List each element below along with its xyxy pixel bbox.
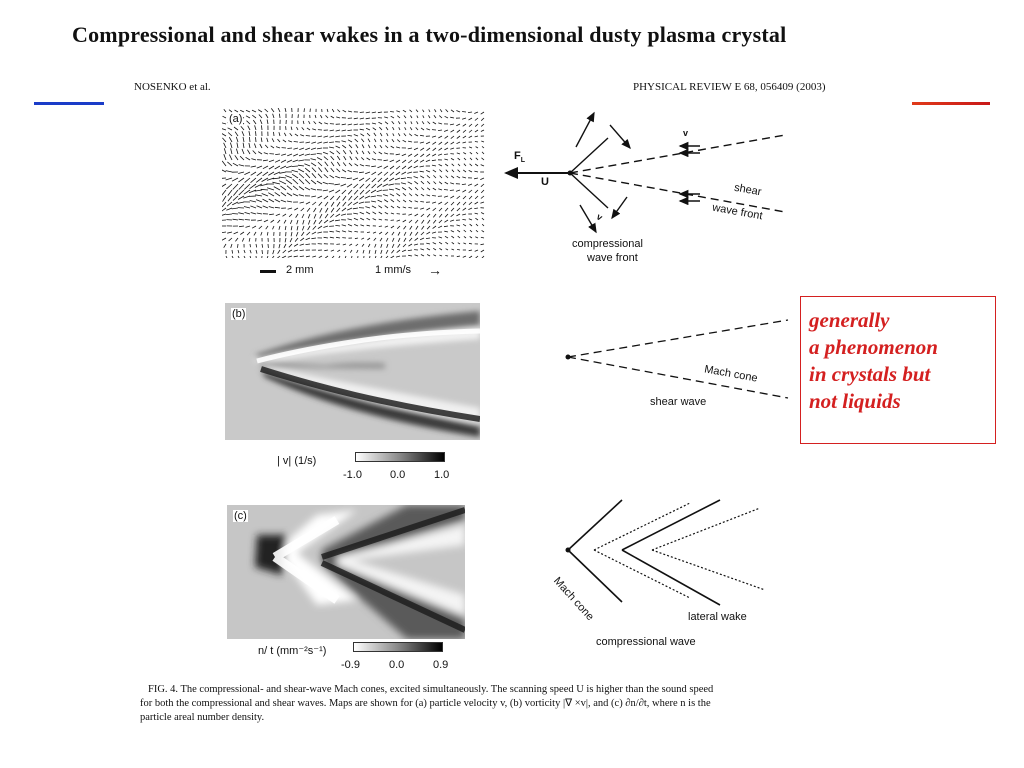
caption-line: for both the compressional and shear wav… bbox=[140, 698, 711, 709]
accent-rule-left bbox=[34, 102, 104, 105]
paper-authors: NOSENKO et al. bbox=[134, 81, 211, 93]
caption-line: particle areal number density. bbox=[140, 712, 265, 723]
caption-line: FIG. 4. The compressional- and shear-wav… bbox=[148, 684, 714, 695]
panel-b-label: (b) bbox=[231, 308, 247, 320]
diagram-c-schematic bbox=[565, 499, 766, 606]
velocity-field-map: (a) bbox=[222, 108, 490, 258]
callout-line: in crystals but bbox=[809, 362, 931, 386]
accent-rule-right bbox=[912, 102, 990, 105]
callout-line: not liquids bbox=[809, 389, 901, 413]
compressional-front-lower bbox=[569, 172, 609, 209]
vorticity-map: (b) bbox=[225, 303, 480, 440]
density-colorbar-label: n/ t (mm⁻²s⁻¹) bbox=[258, 645, 327, 657]
compressional-front-upper bbox=[569, 137, 609, 174]
shear-wave-label: shear wave bbox=[650, 396, 707, 408]
diagram-b-schematic bbox=[565, 319, 789, 399]
vorticity-tick-mid: 0.0 bbox=[390, 469, 406, 481]
vorticity-colorbar bbox=[355, 452, 445, 462]
paper-title: Compressional and shear wakes in a two-d… bbox=[72, 22, 787, 47]
density-tick-max: 0.9 bbox=[433, 659, 449, 671]
density-wake-image bbox=[255, 505, 465, 639]
lateral-wake-label: lateral wake bbox=[688, 611, 747, 623]
density-tick-mid: 0.0 bbox=[389, 659, 405, 671]
density-tick-min: -0.9 bbox=[341, 659, 360, 671]
callout-line: a phenomenon bbox=[809, 335, 938, 359]
vorticity-tick-max: 1.0 bbox=[434, 469, 450, 481]
force-label: FL bbox=[514, 150, 526, 165]
shear-velocity-label-top: v bbox=[683, 128, 689, 138]
panel-c-label: (c) bbox=[233, 510, 248, 522]
compressional-label: compressional bbox=[572, 238, 643, 250]
shear-front-lower bbox=[569, 172, 786, 213]
vorticity-wake-image bbox=[253, 311, 480, 437]
callout-line: generally bbox=[809, 308, 890, 332]
speed-label: U bbox=[541, 176, 549, 188]
length-scale-bar bbox=[260, 270, 276, 273]
panel-a-label: (a) bbox=[228, 113, 244, 125]
velocity-scale-arrow-icon: → bbox=[428, 262, 442, 278]
density-colorbar bbox=[353, 642, 443, 652]
velocity-scale-label: 1 mm/s bbox=[375, 264, 412, 276]
compressional-wave-label: compressional wave bbox=[596, 636, 696, 648]
vorticity-tick-min: -1.0 bbox=[343, 469, 362, 481]
figure-caption: FIG. 4. The compressional- and shear-wav… bbox=[140, 683, 875, 725]
diagram-a-schematic bbox=[504, 111, 786, 234]
compressional-wave-front-label: wave front bbox=[587, 252, 638, 264]
density-rate-map: (c) bbox=[227, 505, 465, 639]
journal-reference: PHYSICAL REVIEW E 68, 056409 (2003) bbox=[633, 81, 826, 93]
annotation-callout: generally a phenomenon in crystals but n… bbox=[800, 296, 996, 444]
velocity-vectors bbox=[222, 108, 485, 258]
vorticity-colorbar-label: | v| (1/s) bbox=[277, 455, 317, 467]
length-scale-label: 2 mm bbox=[286, 264, 314, 276]
shear-front-upper bbox=[569, 134, 786, 174]
